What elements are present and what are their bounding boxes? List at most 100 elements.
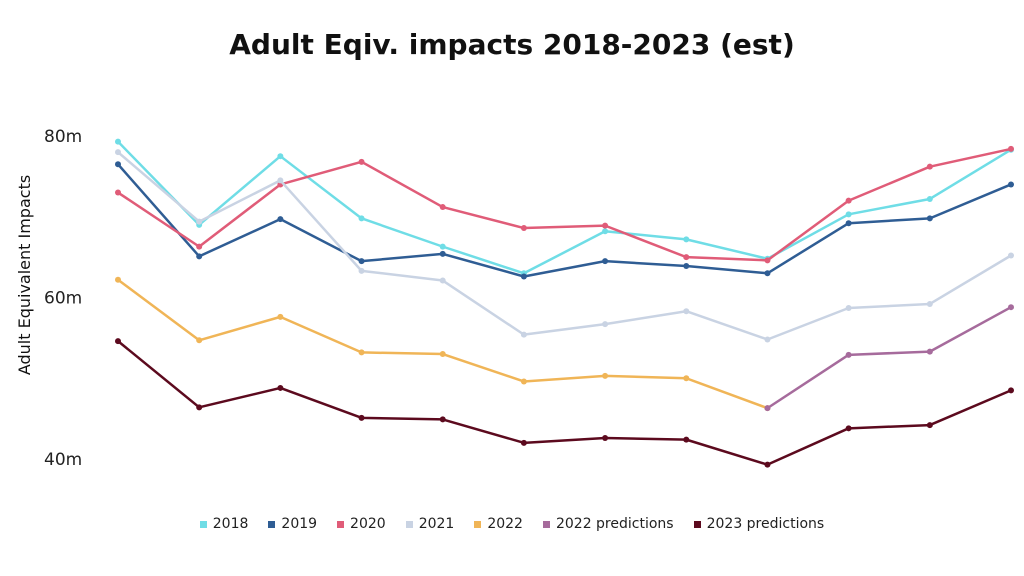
data-point	[520, 378, 527, 385]
legend-label: 2021	[418, 516, 455, 532]
series-2023-predictions	[115, 338, 1014, 468]
data-point	[845, 220, 852, 227]
series-line	[117, 278, 768, 410]
data-point	[845, 304, 852, 311]
legend-item: 2021	[405, 516, 455, 532]
legend-label: 2018	[212, 516, 249, 532]
data-point	[358, 349, 365, 356]
series-2022	[115, 276, 771, 412]
data-point	[439, 243, 446, 250]
data-point	[115, 276, 121, 283]
data-point	[764, 461, 771, 468]
data-point	[277, 313, 284, 320]
data-point	[1008, 252, 1014, 259]
series-2019	[115, 161, 1014, 280]
data-point	[764, 270, 771, 277]
data-point	[764, 257, 771, 264]
data-point	[115, 149, 121, 156]
data-point	[277, 384, 284, 391]
data-point	[764, 336, 771, 343]
data-point	[845, 211, 852, 218]
data-point	[683, 236, 690, 243]
data-point	[1008, 145, 1014, 152]
data-point	[439, 351, 446, 358]
legend-item: 2019	[268, 516, 317, 532]
data-point	[358, 258, 365, 265]
data-point	[358, 158, 365, 165]
data-point	[926, 348, 933, 355]
legend-swatch	[405, 520, 413, 528]
data-point	[683, 308, 690, 315]
data-point	[358, 215, 365, 222]
data-point	[845, 425, 852, 432]
data-point	[439, 250, 446, 257]
y-tick-label: 40m	[44, 450, 82, 470]
series-2021	[115, 149, 1014, 343]
data-point	[115, 189, 121, 196]
y-tick-label: 80m	[44, 127, 82, 147]
data-point	[115, 338, 121, 345]
legend-swatch	[693, 520, 701, 528]
series-2022-predictions	[764, 304, 1014, 412]
data-point	[358, 414, 365, 421]
data-point	[520, 331, 527, 338]
series-line	[117, 163, 1012, 278]
data-point	[115, 138, 121, 145]
legend-label: 2020	[350, 516, 386, 532]
series-line	[766, 306, 1012, 410]
data-point	[439, 277, 446, 284]
series-line	[117, 340, 1012, 466]
data-point	[196, 404, 203, 411]
data-point	[926, 422, 933, 429]
data-point	[520, 225, 527, 232]
series-group	[115, 138, 1014, 468]
data-point	[277, 177, 284, 184]
y-tick-label: 60m	[44, 289, 82, 309]
legend-label: 2019	[281, 516, 318, 532]
data-point	[1008, 304, 1014, 311]
data-point	[602, 435, 609, 442]
data-point	[926, 215, 933, 222]
data-point	[196, 218, 203, 225]
legend-item: 2023 predictions	[693, 516, 825, 532]
legend: 2018 2019 2020 2021 2022 2022 predictions 2023…	[0, 516, 1024, 532]
series-line	[117, 151, 1012, 341]
legend-label: 2023 predictions	[706, 516, 825, 532]
data-point	[683, 263, 690, 270]
series-2020	[115, 145, 1014, 264]
legend-swatch	[199, 520, 207, 528]
legend-item: 2018	[199, 516, 249, 532]
data-point	[196, 253, 203, 260]
data-point	[926, 163, 933, 170]
series-line	[117, 140, 1012, 275]
data-point	[277, 153, 284, 160]
data-point	[115, 161, 121, 168]
data-point	[764, 405, 771, 412]
data-point	[683, 254, 690, 261]
y-axis-title: Adult Equivalent Impacts	[15, 175, 34, 375]
data-point	[358, 267, 365, 274]
y-axis-ticks: 40m 60m 80m	[44, 127, 82, 470]
data-point	[926, 300, 933, 307]
data-point	[439, 416, 446, 423]
data-point	[439, 204, 446, 211]
legend-swatch	[542, 520, 550, 528]
data-point	[845, 197, 852, 204]
data-point	[520, 273, 527, 280]
data-point	[926, 195, 933, 202]
data-point	[1008, 181, 1014, 188]
data-point	[196, 243, 203, 250]
legend-item: 2022 predictions	[542, 516, 674, 532]
data-point	[602, 321, 609, 328]
legend-item: 2022	[474, 516, 523, 532]
data-point	[683, 375, 690, 382]
legend-swatch	[337, 520, 345, 528]
data-point	[683, 436, 690, 443]
data-point	[845, 351, 852, 358]
legend-swatch	[474, 520, 482, 528]
data-point	[196, 337, 203, 344]
data-point	[602, 228, 609, 235]
data-point	[602, 222, 609, 229]
series-line	[117, 147, 1012, 262]
